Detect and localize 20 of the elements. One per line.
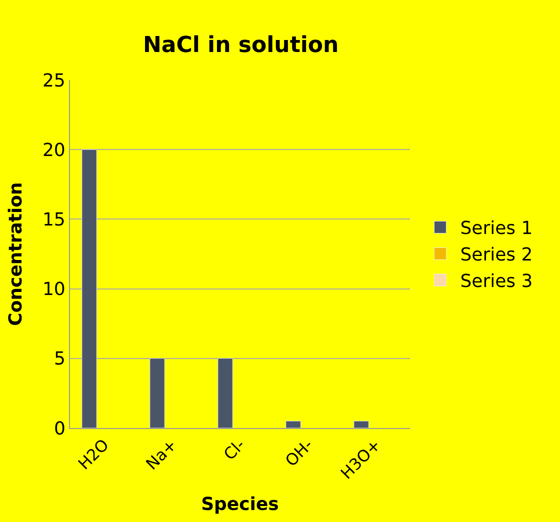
- y-tick-label: 15: [42, 210, 66, 230]
- bar: [82, 149, 97, 428]
- legend-label: Series 3: [460, 271, 533, 292]
- legend-label: Series 2: [460, 244, 533, 266]
- y-tick-label: 0: [54, 418, 66, 440]
- bar: [286, 420, 301, 428]
- legend-label: Series 1: [460, 218, 533, 240]
- y-tick-label: 25: [42, 70, 66, 92]
- bar: [354, 420, 369, 428]
- y-axis-title: Concentration: [6, 182, 27, 326]
- x-tick-label: Na+: [142, 435, 180, 474]
- chart-title: NaCl in solution: [142, 32, 339, 58]
- bar: [218, 358, 233, 428]
- y-tick-label: 5: [54, 348, 66, 370]
- bar: [150, 358, 165, 428]
- y-tick-label: 10: [42, 279, 66, 300]
- x-axis-title: Species: [201, 494, 279, 515]
- y-tick-label: 20: [42, 140, 66, 161]
- x-tick-label: OH-: [282, 435, 316, 470]
- x-tick-label: Cl-: [220, 435, 248, 464]
